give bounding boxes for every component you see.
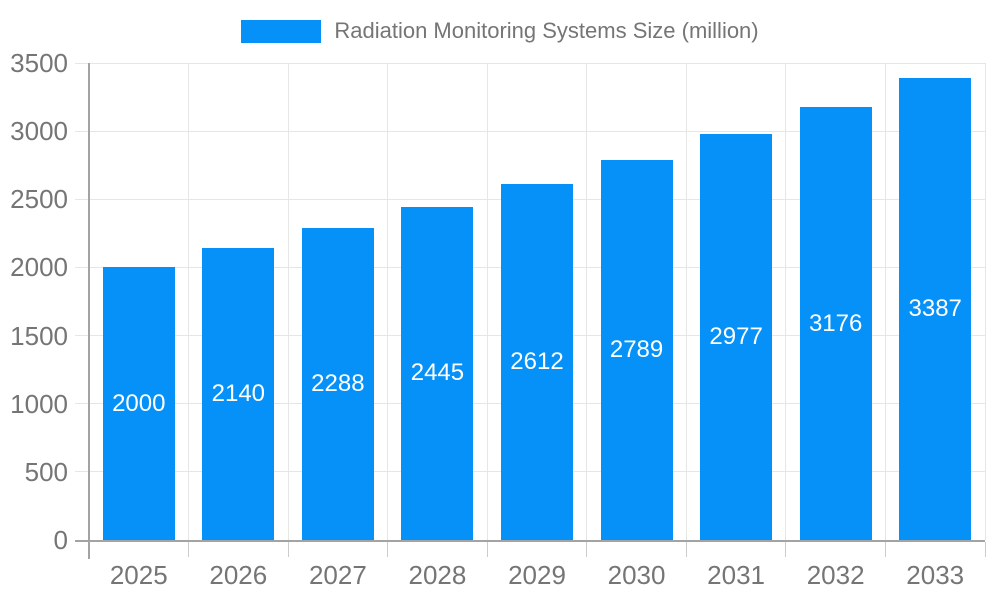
gridline-vertical	[586, 63, 588, 540]
x-axis-label: 2032	[806, 560, 865, 590]
y-axis-label: 1500	[10, 320, 68, 351]
gridline-vertical	[188, 63, 190, 540]
x-axis-label: 2030	[607, 560, 666, 590]
y-tick-mark	[75, 130, 89, 132]
y-tick-mark	[75, 471, 89, 473]
bar[interactable]	[799, 107, 872, 540]
chart-legend-item[interactable]: Radiation Monitoring Systems Size (milli…	[0, 18, 1000, 44]
legend-swatch	[241, 19, 322, 43]
bar[interactable]	[102, 267, 175, 540]
bar[interactable]	[301, 228, 374, 540]
y-axis-label: 3000	[10, 116, 68, 147]
y-tick-mark	[75, 335, 89, 337]
gridline-vertical	[984, 63, 986, 540]
x-axis-label: 2029	[508, 560, 566, 590]
gridline-horizontal	[89, 130, 985, 132]
bar[interactable]	[202, 248, 275, 540]
gridline-horizontal	[89, 62, 985, 64]
y-axis-line	[88, 63, 90, 559]
x-tick-mark	[685, 542, 687, 557]
x-tick-mark	[387, 542, 389, 557]
legend-label: Radiation Monitoring Systems Size (milli…	[334, 18, 759, 43]
bar[interactable]	[501, 184, 573, 540]
x-tick-mark	[785, 542, 787, 557]
y-tick-mark	[75, 266, 89, 268]
y-axis-label: 3500	[10, 48, 68, 78]
plot-area: 2000 2140 2288 2445 2612 2789 2977 3176 3387	[89, 62, 986, 540]
y-axis-label: 0	[53, 525, 68, 555]
x-axis-label: 2033	[906, 560, 965, 590]
bar[interactable]	[401, 206, 474, 540]
x-tick-mark	[188, 542, 190, 557]
x-tick-mark	[586, 542, 588, 557]
x-tick-mark	[984, 542, 986, 557]
gridline-vertical	[785, 63, 787, 540]
x-axis-label: 2026	[209, 560, 268, 590]
x-axis-label: 2031	[707, 560, 766, 590]
y-tick-mark	[75, 62, 89, 64]
x-axis-label: 2027	[308, 560, 367, 590]
x-tick-mark	[486, 542, 488, 557]
gridline-vertical	[387, 63, 389, 540]
bar[interactable]	[899, 78, 972, 540]
y-axis-label: 2500	[10, 184, 68, 215]
gridline-vertical	[287, 63, 289, 540]
x-tick-mark	[884, 542, 886, 557]
bar[interactable]	[700, 134, 773, 540]
y-axis-label: 1000	[10, 388, 68, 419]
y-tick-mark	[75, 403, 89, 405]
y-axis-label: 2000	[10, 252, 68, 283]
x-axis-label: 2028	[408, 560, 467, 590]
gridline-vertical	[685, 63, 687, 540]
bar[interactable]	[600, 159, 673, 540]
x-tick-mark	[287, 542, 289, 557]
gridline-vertical	[884, 63, 886, 540]
y-tick-mark	[75, 198, 89, 200]
y-axis-label: 500	[24, 456, 68, 487]
x-axis-label: 2025	[109, 560, 168, 590]
x-axis-line	[75, 540, 985, 542]
gridline-vertical	[486, 63, 488, 540]
